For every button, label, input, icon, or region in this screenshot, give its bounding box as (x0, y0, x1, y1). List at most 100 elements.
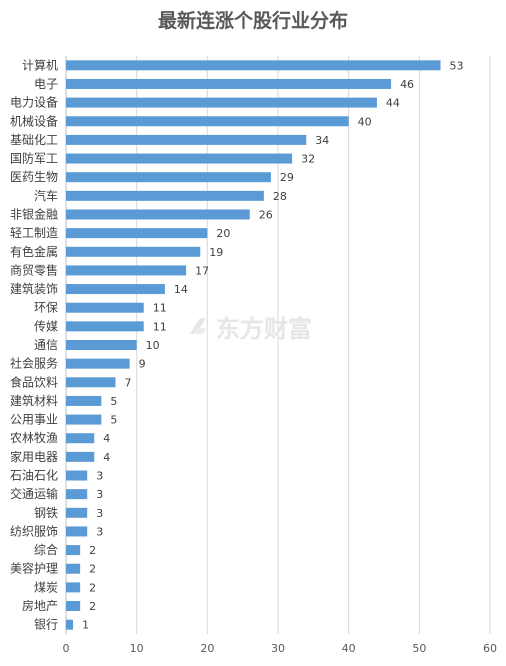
data-label: 34 (315, 134, 329, 147)
data-label: 32 (301, 153, 315, 166)
data-label: 2 (89, 581, 96, 594)
watermark-text: 东方财富 (216, 314, 312, 343)
data-label: 11 (153, 320, 167, 333)
data-label: 2 (89, 563, 96, 576)
category-label: 计算机 (22, 57, 58, 72)
category-label: 建筑材料 (10, 393, 58, 408)
category-label: 银行 (34, 618, 58, 632)
bar (66, 134, 307, 145)
x-tick-label: 10 (130, 642, 144, 655)
bar (66, 489, 88, 500)
category-label: 商贸零售 (10, 262, 58, 277)
bar (66, 358, 130, 369)
bar (66, 545, 81, 556)
category-label: 汽车 (34, 188, 58, 203)
bar (66, 116, 349, 127)
category-label: 通信 (34, 338, 58, 352)
bar (66, 302, 144, 313)
data-label: 11 (153, 302, 167, 315)
data-label: 26 (259, 208, 273, 221)
bar (66, 395, 102, 406)
bar (66, 78, 392, 89)
data-label: 10 (146, 339, 160, 352)
bar (66, 451, 95, 462)
bar (66, 433, 95, 444)
x-tick-label: 60 (483, 642, 497, 655)
bar (66, 172, 271, 183)
bar (66, 190, 264, 201)
category-label: 综合 (34, 542, 58, 557)
bar (66, 377, 116, 388)
bar (66, 60, 441, 71)
data-label: 4 (103, 451, 110, 464)
data-label: 5 (110, 395, 117, 408)
x-tick-label: 30 (271, 642, 285, 655)
bar (66, 321, 144, 332)
bar (66, 340, 137, 350)
category-label: 社会服务 (10, 356, 58, 371)
category-label: 传媒 (34, 318, 58, 333)
category-label: 机械设备 (10, 113, 58, 128)
data-label: 5 (110, 414, 117, 427)
bar (66, 601, 81, 612)
data-label: 4 (103, 432, 110, 445)
category-label: 有色金属 (10, 244, 58, 259)
x-tick-label: 0 (63, 642, 70, 655)
bar (66, 526, 88, 537)
category-label: 轻工制造 (10, 226, 58, 240)
category-label: 电子 (34, 77, 58, 91)
data-label: 44 (386, 97, 400, 110)
category-label: 公用事业 (10, 413, 58, 427)
data-label: 53 (450, 59, 464, 72)
bar (66, 507, 88, 518)
bar (66, 265, 187, 276)
category-label: 家用电器 (10, 449, 58, 464)
data-label: 9 (139, 358, 146, 371)
bar (66, 209, 250, 220)
category-label: 交通运输 (10, 486, 58, 501)
category-label: 医药生物 (10, 170, 58, 184)
bar (66, 470, 88, 481)
x-tick-label: 50 (412, 642, 426, 655)
data-label: 2 (89, 600, 96, 613)
data-label: 3 (96, 488, 103, 501)
data-label: 40 (358, 115, 372, 128)
bar (66, 153, 293, 164)
bar (66, 414, 102, 425)
category-label: 农林牧渔 (10, 431, 58, 445)
bar (66, 97, 377, 108)
data-label: 46 (400, 78, 414, 91)
data-label: 3 (96, 470, 103, 483)
data-label: 2 (89, 544, 96, 557)
category-label: 钢铁 (34, 506, 58, 520)
category-label: 国防军工 (10, 151, 58, 166)
chart-title: 最新连涨个股行业分布 (157, 10, 348, 32)
bar (66, 246, 201, 257)
data-label: 14 (174, 283, 188, 296)
eastmoney-logo-icon (190, 318, 206, 334)
data-label: 20 (216, 227, 230, 240)
category-label: 纺织服饰 (10, 524, 58, 538)
category-label: 非银金融 (10, 206, 58, 221)
category-label: 房地产 (22, 598, 58, 613)
bar (66, 563, 81, 574)
category-label: 环保 (34, 301, 58, 315)
category-label: 建筑装饰 (10, 281, 58, 296)
x-tick-label: 40 (342, 642, 356, 655)
watermark: 东方财富 (186, 306, 346, 346)
bar (66, 228, 208, 239)
category-label: 电力设备 (10, 96, 58, 110)
bar (66, 619, 74, 630)
data-label: 3 (96, 525, 103, 538)
x-tick-label: 20 (200, 642, 214, 655)
data-label: 7 (124, 376, 131, 389)
category-label: 食品饮料 (10, 374, 58, 389)
data-label: 1 (82, 619, 89, 632)
category-label: 煤炭 (34, 580, 58, 594)
category-label: 石油石化 (10, 469, 58, 483)
data-label: 17 (195, 264, 209, 277)
data-label: 29 (280, 171, 294, 184)
data-label: 28 (273, 190, 287, 203)
